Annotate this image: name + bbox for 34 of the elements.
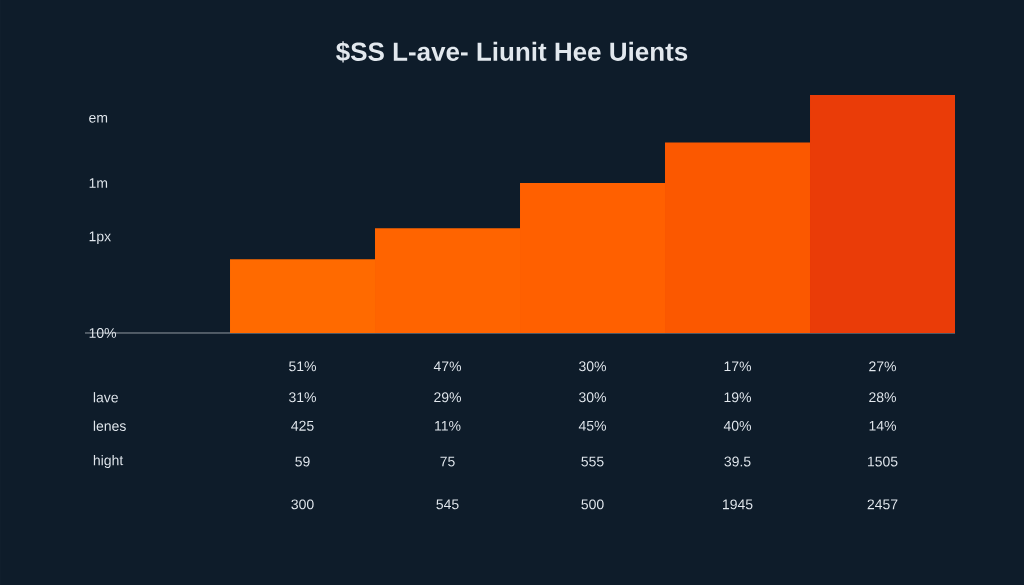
chart-title: $SS L-ave- Liunit Hee Uients: [336, 41, 688, 63]
text: 30%: [579, 361, 607, 372]
text: 1505: [868, 456, 898, 467]
text: 1px: [89, 231, 111, 245]
bar: [810, 94, 955, 333]
text: 40%: [723, 420, 752, 431]
text: em: [89, 114, 108, 123]
text: hight: [93, 454, 124, 469]
text: 29%: [434, 392, 462, 403]
text: 47%: [433, 361, 462, 372]
text: 59: [295, 456, 310, 467]
text: 10%: [89, 328, 117, 338]
text: 27%: [869, 361, 897, 372]
text: 1m: [89, 178, 108, 188]
text: lave: [93, 392, 118, 403]
text: 1945: [723, 499, 753, 510]
text: 19%: [724, 392, 752, 403]
text: 75: [440, 456, 455, 467]
text: 14%: [869, 420, 897, 431]
text: 28%: [869, 392, 897, 403]
text: 2457: [867, 499, 898, 510]
text: lenes: [93, 420, 126, 431]
text: 545: [436, 499, 459, 510]
text: 11%: [435, 420, 461, 431]
text: 500: [581, 499, 604, 510]
text: 300: [291, 499, 314, 510]
text: 425: [291, 420, 314, 431]
text: 17%: [724, 361, 752, 372]
text: 39.5: [724, 456, 751, 467]
text: 30%: [579, 392, 607, 403]
text: 45%: [578, 420, 607, 431]
text: 31%: [289, 392, 317, 403]
text: 555: [581, 456, 604, 467]
text: 51%: [289, 361, 317, 372]
